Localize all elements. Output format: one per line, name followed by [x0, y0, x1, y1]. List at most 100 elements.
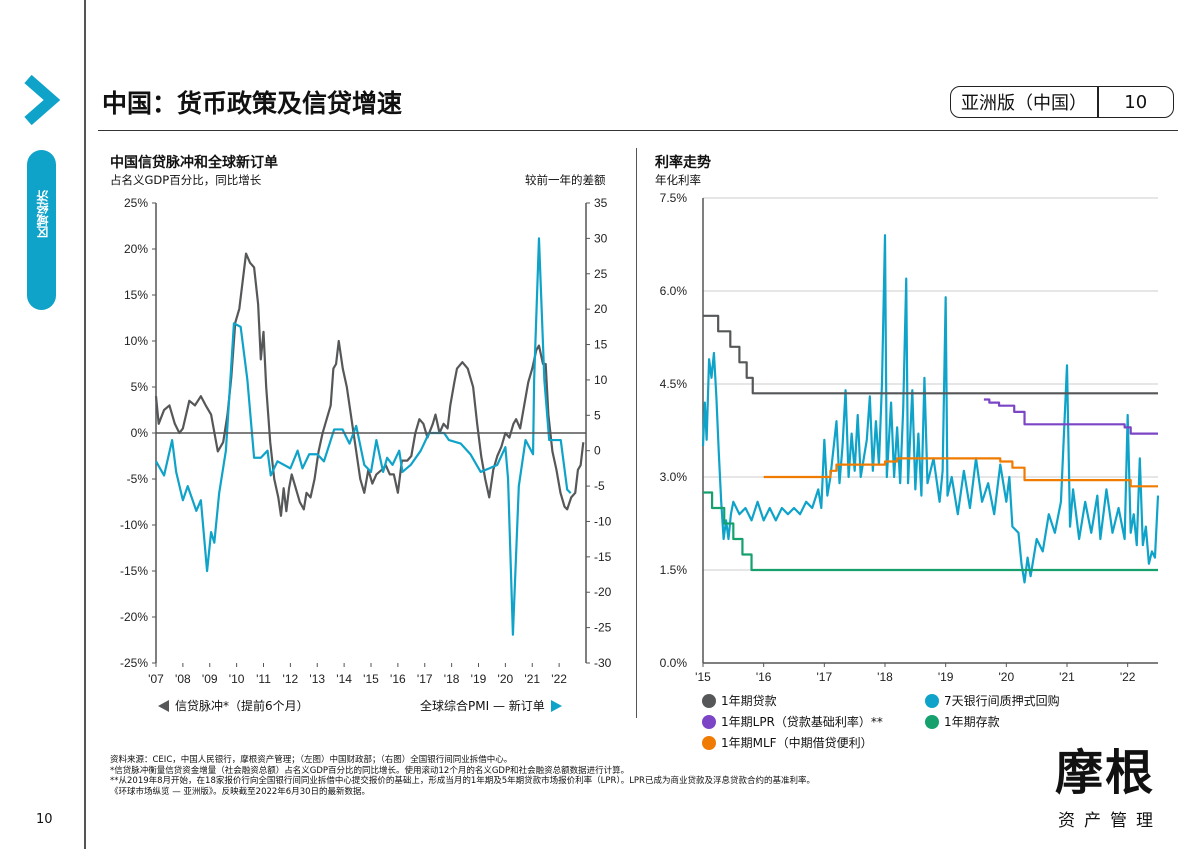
x-tick-label: '09	[202, 672, 218, 686]
y-right-tick-label: -30	[594, 656, 612, 670]
footnote-source: 资料来源：CEIC，中国人民银行，摩根资产管理；（左图）中国财政部；（右图）全国…	[110, 755, 513, 765]
header-rule	[98, 130, 1178, 131]
deposit-rate-line	[703, 491, 1158, 572]
right-chart-subtitle: 年化利率	[655, 173, 701, 187]
edition-separator	[1097, 87, 1099, 117]
x-tick-label: '21	[1059, 670, 1075, 684]
y-left-tick-label: -10%	[120, 518, 148, 532]
y-left-tick-label: 10%	[124, 334, 148, 348]
legend-label: 信贷脉冲*（提前6个月）	[175, 699, 309, 713]
x-tick-label: '15	[363, 672, 379, 686]
y-left-tick-label: 15%	[124, 288, 148, 302]
left-chart-subtitle: 占名义GDP百分比，同比增长	[110, 173, 262, 187]
logo-subtitle: 资产管理	[1058, 811, 1162, 831]
x-tick-label: '19	[938, 670, 954, 684]
y-left-tick-label: 25%	[124, 196, 148, 210]
legend-label: 全球综合PMI — 新订单	[420, 699, 545, 713]
chevron-right-icon	[22, 74, 61, 129]
legend-credit-impulse: 信贷脉冲*（提前6个月）	[156, 697, 309, 714]
legend-mlf: 1年期MLF（中期借贷便利）	[702, 734, 873, 751]
legend-1y-deposit: 1年期存款	[925, 713, 1000, 730]
legend-lpr: 1年期LPR（贷款基础利率）**	[702, 713, 883, 730]
edition-badge: 亚洲版（中国） 10	[950, 86, 1174, 118]
x-tick-label: '18	[444, 672, 460, 686]
section-tab[interactable]: 区域经济	[27, 150, 56, 310]
y-right-tick-label: 25	[594, 267, 608, 281]
x-tick-label: '12	[283, 672, 299, 686]
y-tick-label: 4.5%	[660, 377, 688, 391]
mlf-line	[763, 457, 1158, 488]
sidebar-divider	[84, 0, 86, 849]
y-tick-label: 0.0%	[660, 656, 688, 670]
x-tick-label: '17	[817, 670, 833, 684]
legend-label: 1年期LPR（贷款基础利率）**	[721, 715, 883, 729]
footnote-lpr: **从2019年8月开始，在18家报价行向全国银行间同业拆借中心提交报价的基础上…	[110, 776, 815, 786]
y-left-tick-label: 0%	[131, 426, 149, 440]
edition-page: 10	[1124, 91, 1148, 113]
chart-divider	[636, 148, 637, 718]
legend-label: 1年期贷款	[721, 694, 777, 708]
triangle-left-icon	[158, 699, 169, 712]
x-tick-label: '16	[390, 672, 406, 686]
y-left-tick-label: -5%	[127, 472, 149, 486]
y-right-tick-label: 10	[594, 373, 608, 387]
x-tick-label: '17	[417, 672, 433, 686]
left-chart-right-axis-title: 较前一年的差额	[525, 173, 606, 187]
y-right-tick-label: 0	[594, 444, 601, 458]
y-left-tick-label: -20%	[120, 610, 148, 624]
footnote-credit-impulse: *信贷脉冲衡量信贷资金增量（社会融资总额）占名义GDP百分比的同比增长。使用滚动…	[110, 765, 630, 776]
triangle-right-icon	[550, 699, 562, 712]
y-right-tick-label: 20	[594, 302, 608, 316]
x-tick-label: '20	[498, 672, 514, 686]
x-tick-label: '21	[524, 672, 540, 686]
y-tick-label: 3.0%	[660, 470, 688, 484]
x-tick-label: '20	[999, 670, 1015, 684]
y-left-tick-label: 5%	[131, 380, 149, 394]
y-left-tick-label: 20%	[124, 242, 148, 256]
pmi-new-orders-line	[155, 237, 572, 636]
y-tick-label: 6.0%	[660, 284, 688, 298]
lpr-line	[983, 398, 1158, 435]
x-tick-label: '15	[695, 670, 711, 684]
y-right-tick-label: 30	[594, 231, 608, 245]
legend-label: 1年期存款	[944, 715, 1000, 729]
x-tick-label: '10	[229, 672, 245, 686]
x-tick-label: '14	[336, 672, 352, 686]
legend-1y-loan: 1年期贷款	[702, 692, 777, 709]
left-chart-title: 中国信贷脉冲和全球新订单	[110, 155, 278, 171]
footnotes: 资料来源：CEIC，中国人民银行，摩根资产管理；（左图）中国财政部；（右图）全国…	[110, 755, 1030, 797]
y-tick-label: 1.5%	[660, 563, 688, 577]
legend-label: 1年期MLF（中期借贷便利）	[721, 736, 873, 750]
y-right-tick-label: -20	[594, 585, 612, 599]
logo: 摩根	[1055, 745, 1156, 801]
x-tick-label: '08	[175, 672, 191, 686]
repo-7d-line	[701, 234, 1160, 584]
y-right-tick-label: 35	[594, 196, 608, 210]
x-tick-label: '22	[1120, 670, 1136, 684]
legend-label: 7天银行间质押式回购	[944, 694, 1060, 708]
y-right-tick-label: -10	[594, 514, 612, 528]
legend-dot	[702, 693, 716, 708]
legend-dot	[925, 693, 939, 708]
edition-label: 亚洲版（中国）	[961, 93, 1087, 114]
x-tick-label: '11	[256, 672, 271, 686]
page-number: 10	[36, 812, 53, 827]
x-tick-label: '13	[309, 672, 325, 686]
loan-rate-line	[703, 314, 1158, 395]
y-right-tick-label: -25	[594, 621, 612, 635]
y-right-tick-label: -15	[594, 550, 612, 564]
legend-dot	[702, 735, 716, 750]
x-tick-label: '16	[756, 670, 772, 684]
y-right-tick-label: -5	[594, 479, 605, 493]
page-title: 中国：货币政策及信贷增速	[102, 89, 403, 118]
credit-impulse-line	[154, 252, 585, 517]
x-tick-label: '22	[551, 672, 567, 686]
x-tick-label: '19	[471, 672, 487, 686]
legend-7d-repo: 7天银行间质押式回购	[925, 692, 1060, 709]
right-chart-title: 利率走势	[655, 155, 711, 171]
y-right-tick-label: 15	[594, 338, 608, 352]
legend-pmi: 全球综合PMI — 新订单	[420, 697, 564, 714]
x-tick-label: '18	[877, 670, 893, 684]
y-left-tick-label: -25%	[120, 656, 148, 670]
